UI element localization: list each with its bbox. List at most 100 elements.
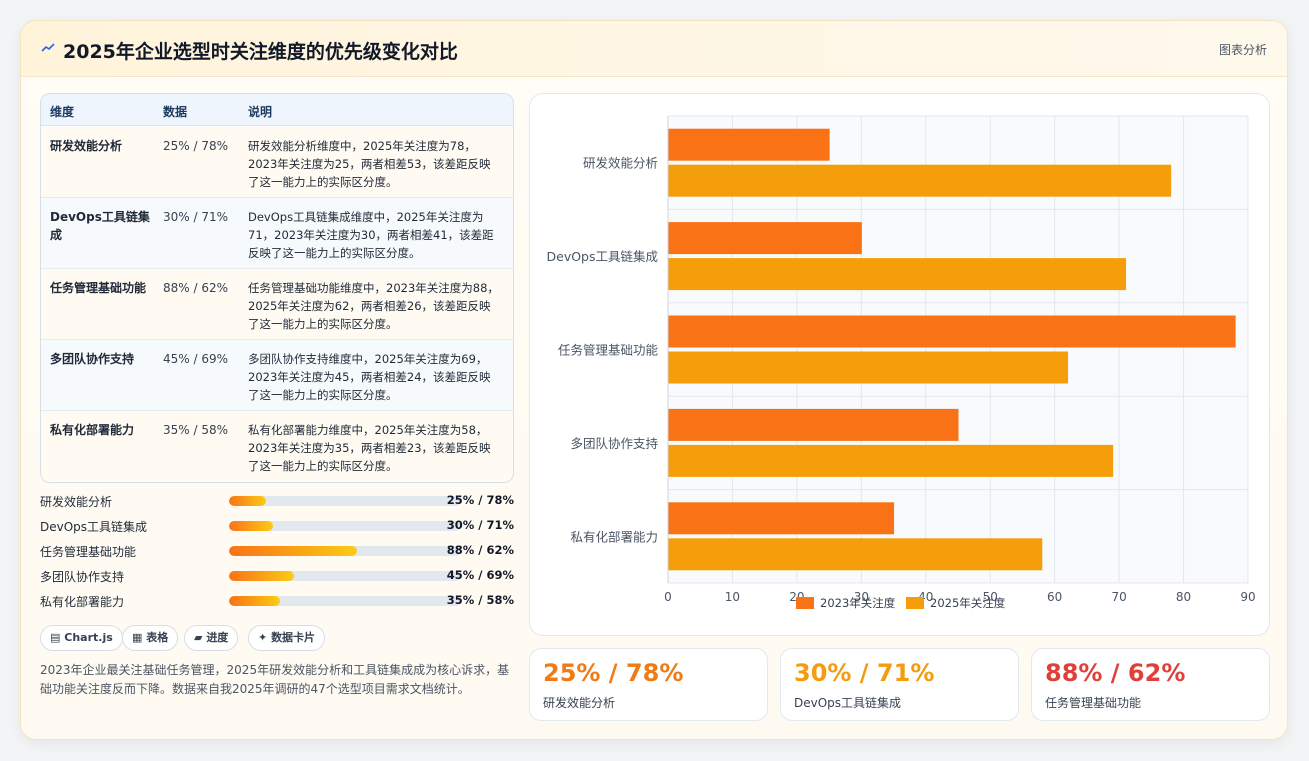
sparkle-icon: ✦ xyxy=(258,631,268,644)
table-cell-dimension: DevOps工具链集成 xyxy=(50,210,150,242)
table-cell-value: 30% / 71% xyxy=(163,210,229,224)
x-tick-label: 90 xyxy=(1240,590,1255,604)
progress-value: 30% / 71% xyxy=(446,518,514,532)
table-cell-desc: 任务管理基础功能维度中，2023年关注度为88，2025年关注度为62，两者相差… xyxy=(248,281,499,331)
summary-note: 2023年企业最关注基础任务管理，2025年研发效能分析和工具链集成成为核心诉求… xyxy=(40,663,510,696)
stat-value: 88% / 62% xyxy=(1045,659,1186,687)
bar xyxy=(668,502,895,535)
table-header-cell: 维度 xyxy=(50,105,75,119)
table-cell-dimension: 多团队协作支持 xyxy=(50,352,135,366)
progress-label: 多团队协作支持 xyxy=(40,570,125,584)
bar xyxy=(668,408,959,441)
progress-fill xyxy=(229,496,267,506)
progress-row: DevOps工具链集成 30% / 71% xyxy=(40,517,514,535)
y-tick-label: 私有化部署能力 xyxy=(570,529,658,544)
bar-chart-panel: 0102030405060708090研发效能分析DevOps工具链集成任务管理… xyxy=(529,93,1270,636)
table-cell-value: 25% / 78% xyxy=(163,139,229,153)
table-cell-dimension: 研发效能分析 xyxy=(50,139,123,153)
progress-value: 35% / 58% xyxy=(446,593,514,607)
bar xyxy=(668,315,1236,348)
chip-label: Chart.js xyxy=(64,631,113,644)
x-tick-label: 70 xyxy=(1111,590,1126,604)
bar xyxy=(668,538,1043,571)
dashboard-card: 2025年企业选型时关注维度的优先级变化对比 图表分析 维度 数据 说明 研发效… xyxy=(20,20,1288,740)
table-row: 私有化部署能力 35% / 58% 私有化部署能力维度中，2025年关注度为58… xyxy=(41,411,513,482)
table-icon: ▦ xyxy=(132,631,143,644)
progress-label: 私有化部署能力 xyxy=(40,595,125,609)
legend-swatch xyxy=(796,597,814,609)
progress-track xyxy=(229,496,461,506)
progress-track xyxy=(229,571,461,581)
y-tick-label: 任务管理基础功能 xyxy=(558,343,659,358)
progress-label: 任务管理基础功能 xyxy=(40,545,137,559)
chip-table[interactable]: ▦ 表格 xyxy=(122,625,179,651)
chartjs-icon: ▤ xyxy=(50,631,61,644)
table-cell-dimension: 私有化部署能力 xyxy=(50,423,135,437)
chip-label: 数据卡片 xyxy=(271,631,316,644)
progress-value: 88% / 62% xyxy=(446,543,514,557)
x-tick-label: 0 xyxy=(664,590,672,604)
folder-icon: ▰ xyxy=(194,631,203,644)
table-header: 维度 数据 说明 xyxy=(41,94,513,126)
x-tick-label: 50 xyxy=(983,590,998,604)
page-title: 2025年企业选型时关注维度的优先级变化对比 xyxy=(63,41,458,63)
table-cell-value: 45% / 69% xyxy=(163,352,229,366)
legend-swatch xyxy=(906,597,924,609)
y-tick-label: 多团队协作支持 xyxy=(570,436,658,451)
stat-card: 30% / 71% DevOps工具链集成 xyxy=(780,648,1019,721)
bar xyxy=(668,444,1114,477)
stat-value: 30% / 71% xyxy=(794,659,935,687)
table-row: 多团队协作支持 45% / 69% 多团队协作支持维度中，2025年关注度为69… xyxy=(41,340,513,411)
bar xyxy=(668,222,862,255)
table-cell-desc: 多团队协作支持维度中，2025年关注度为69，2023年关注度为45，两者相差2… xyxy=(248,352,491,402)
progress-value: 45% / 69% xyxy=(446,568,514,582)
chip-label: 进度 xyxy=(206,631,229,644)
x-tick-label: 60 xyxy=(1047,590,1062,604)
header: 2025年企业选型时关注维度的优先级变化对比 图表分析 xyxy=(21,21,1287,77)
table-row: 任务管理基础功能 88% / 62% 任务管理基础功能维度中，2023年关注度为… xyxy=(41,269,513,340)
header-tag: 图表分析 xyxy=(1218,43,1267,57)
progress-track xyxy=(229,521,461,531)
table-cell-dimension: 任务管理基础功能 xyxy=(50,281,147,295)
progress-row: 任务管理基础功能 88% / 62% xyxy=(40,542,514,560)
progress-label: DevOps工具链集成 xyxy=(40,520,148,534)
bar xyxy=(668,128,830,161)
chip-progress[interactable]: ▰ 进度 xyxy=(184,625,239,651)
stat-value: 25% / 78% xyxy=(543,659,684,687)
chip-label: 表格 xyxy=(146,631,169,644)
stat-label: 研发效能分析 xyxy=(543,696,616,710)
y-tick-label: 研发效能分析 xyxy=(583,156,658,171)
table-cell-desc: 研发效能分析维度中，2025年关注度为78，2023年关注度为25，两者相差53… xyxy=(248,139,491,189)
progress-fill xyxy=(229,546,357,556)
progress-value: 25% / 78% xyxy=(446,493,514,507)
progress-fill xyxy=(229,596,281,606)
bar xyxy=(668,164,1172,197)
progress-row: 研发效能分析 25% / 78% xyxy=(40,492,514,510)
stat-label: DevOps工具链集成 xyxy=(794,696,902,710)
progress-label: 研发效能分析 xyxy=(40,495,113,509)
bar xyxy=(668,351,1069,384)
legend-label: 2023年关注度 xyxy=(820,596,896,610)
chip-chartjs[interactable]: ▤ Chart.js xyxy=(40,625,123,651)
table-header-cell: 数据 xyxy=(163,105,188,119)
x-tick-label: 80 xyxy=(1176,590,1191,604)
chip-data-cards[interactable]: ✦ 数据卡片 xyxy=(248,625,326,651)
chart-line-icon xyxy=(41,43,55,52)
x-tick-label: 10 xyxy=(725,590,740,604)
stat-card: 88% / 62% 任务管理基础功能 xyxy=(1031,648,1270,721)
table-row: DevOps工具链集成 30% / 71% DevOps工具链集成维度中，202… xyxy=(41,198,513,269)
table-cell-desc: 私有化部署能力维度中，2025年关注度为58，2023年关注度为35，两者相差2… xyxy=(248,423,491,473)
data-table: 维度 数据 说明 研发效能分析 25% / 78% 研发效能分析维度中，2025… xyxy=(40,93,514,483)
stat-label: 任务管理基础功能 xyxy=(1045,696,1142,710)
table-cell-value: 88% / 62% xyxy=(163,281,229,295)
table-cell-desc: DevOps工具链集成维度中，2025年关注度为71，2023年关注度为30，两… xyxy=(248,210,494,260)
table-cell-value: 35% / 58% xyxy=(163,423,229,437)
progress-fill xyxy=(229,571,294,581)
progress-row: 私有化部署能力 35% / 58% xyxy=(40,592,514,610)
y-tick-label: DevOps工具链集成 xyxy=(547,249,659,264)
x-tick-label: 30 xyxy=(854,590,869,604)
table-header-cell: 说明 xyxy=(248,105,273,119)
stat-card: 25% / 78% 研发效能分析 xyxy=(529,648,768,721)
progress-fill xyxy=(229,521,274,531)
bar-chart: 0102030405060708090研发效能分析DevOps工具链集成任务管理… xyxy=(547,115,1256,610)
